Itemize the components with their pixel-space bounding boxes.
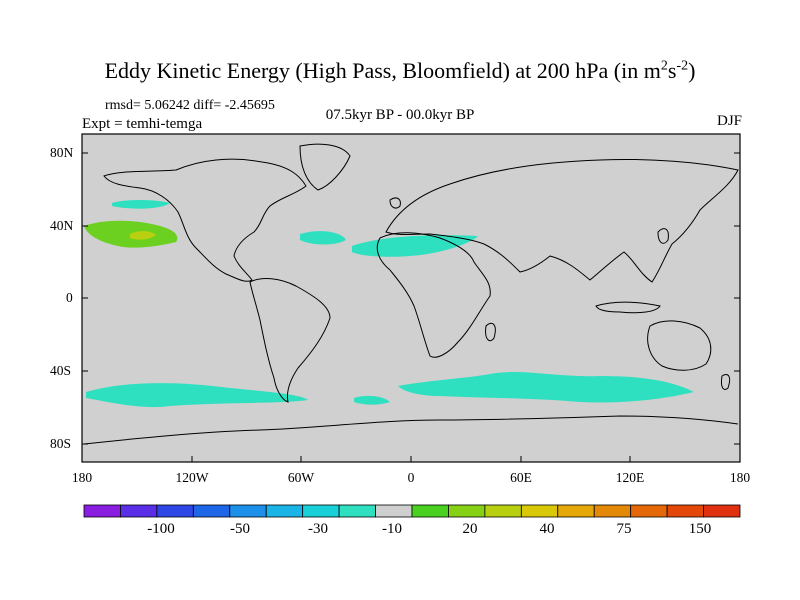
lon-label: 180: [729, 470, 751, 485]
colorbar-label: 40: [539, 521, 555, 537]
colorbar-swatch: [338, 504, 376, 518]
colorbar-label: -50: [230, 521, 250, 537]
colorbar-swatch: [375, 504, 413, 518]
colorbar-swatch: [448, 504, 486, 518]
colorbar-label: 150: [688, 521, 712, 537]
season-label: DJF: [716, 113, 742, 129]
colorbar-swatch: [630, 504, 668, 518]
colorbar-label: -30: [308, 521, 328, 537]
lon-label: 120W: [175, 470, 209, 485]
anomaly-north-atlantic: [300, 231, 346, 245]
lon-label: 0: [407, 470, 415, 485]
stats-label: rmsd= 5.06242 diff= -2.45695: [105, 98, 275, 113]
colorbar-swatch: [411, 504, 449, 518]
axis-ticks: [81, 152, 741, 462]
uk-coast: [389, 197, 401, 209]
madagascar-coast: [485, 322, 496, 342]
map-panel: [81, 133, 741, 463]
colorbar: [83, 504, 741, 518]
colorbar-swatch: [666, 504, 704, 518]
lon-label: 120E: [615, 470, 645, 485]
greenland-coast: [299, 143, 351, 191]
lat-label: 40S: [50, 363, 72, 378]
colorbar-swatch: [265, 504, 304, 518]
australia-coast: [647, 320, 712, 371]
colorbar-swatch: [120, 504, 158, 518]
colorbar-label: -100: [147, 521, 175, 537]
lat-label: 80N: [50, 145, 74, 160]
anomaly-south-pacific: [86, 383, 308, 408]
africa-coast: [376, 232, 491, 358]
colorbar-swatch: [302, 504, 340, 518]
colorbar-label: 20: [462, 521, 478, 537]
lat-label: 0: [66, 290, 73, 305]
lon-label: 60W: [287, 470, 315, 485]
antarctica-coast: [83, 415, 739, 445]
lat-label: 80S: [50, 436, 72, 451]
lat-label: 40N: [50, 218, 74, 233]
eurasia-coast: [385, 158, 739, 283]
anomaly-indian-ocean: [398, 372, 694, 403]
period-label: 07.5kyr BP - 00.0kyr BP: [325, 107, 475, 123]
colorbar-swatch: [520, 504, 559, 518]
anomaly-shading: [84, 200, 694, 408]
colorbar-swatch: [156, 504, 194, 518]
colorbar-swatch: [83, 504, 121, 518]
map-title: Eddy Kinetic Energy (High Pass, Bloomfie…: [104, 58, 696, 83]
colorbar-swatch: [192, 504, 231, 518]
anomaly-north-pacific-core: [130, 231, 156, 240]
south-america-coast: [249, 278, 331, 403]
anomaly-alaska: [112, 200, 170, 209]
colorbar-swatch: [593, 504, 632, 518]
anomaly-south-atlantic-small: [354, 395, 390, 405]
experiment-label: Expt = temhi-temga: [82, 116, 203, 132]
colorbar-label: -10: [382, 521, 402, 537]
japan-coast: [657, 228, 669, 244]
indonesia-coast: [595, 301, 661, 314]
colorbar-swatch: [229, 504, 267, 518]
lon-label: 180: [71, 470, 93, 485]
colorbar-swatch: [484, 504, 522, 518]
north-america-coast: [103, 158, 307, 282]
lon-label: 60E: [510, 470, 532, 485]
colorbar-label: 75: [616, 521, 632, 537]
new-zealand-coast: [721, 374, 731, 390]
coastlines: [83, 143, 739, 445]
colorbar-swatch: [703, 504, 741, 518]
colorbar-swatch: [557, 504, 595, 518]
